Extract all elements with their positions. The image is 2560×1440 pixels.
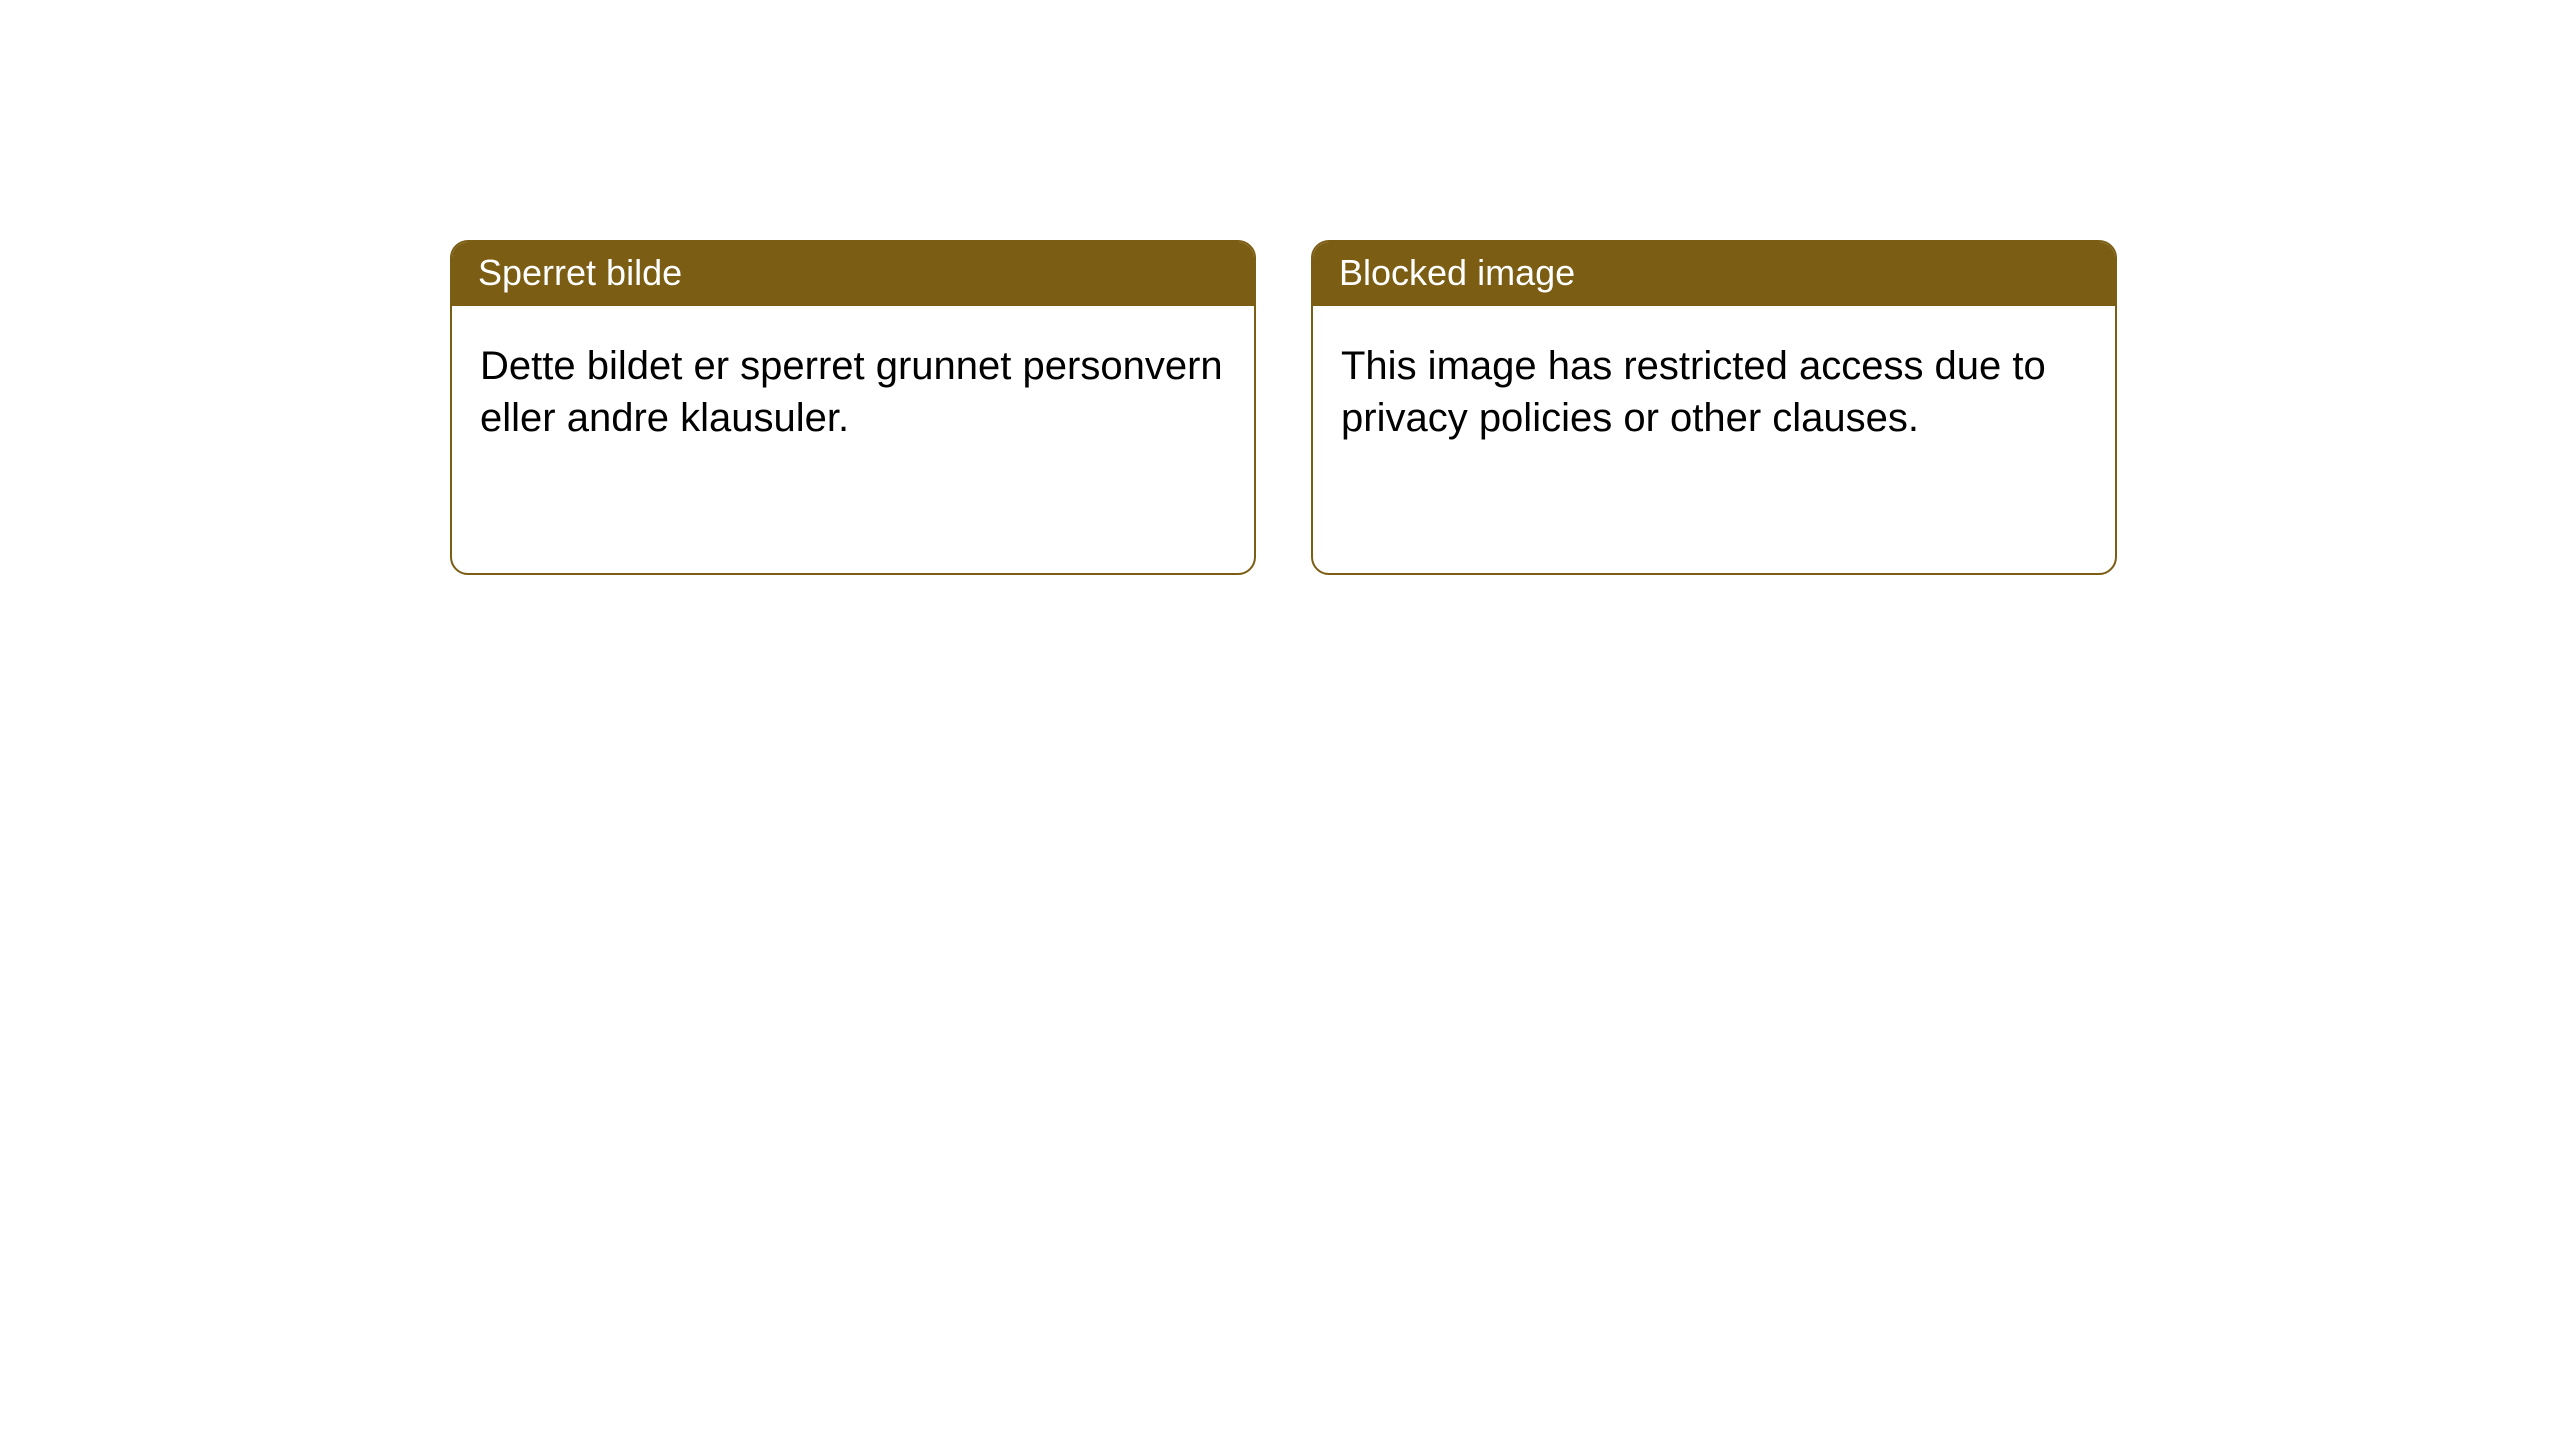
notice-card-english: Blocked image This image has restricted … — [1311, 240, 2117, 575]
notice-card-body: This image has restricted access due to … — [1313, 306, 2115, 470]
notice-container: Sperret bilde Dette bildet er sperret gr… — [450, 240, 2117, 575]
notice-card-norwegian: Sperret bilde Dette bildet er sperret gr… — [450, 240, 1256, 575]
notice-card-body: Dette bildet er sperret grunnet personve… — [452, 306, 1254, 470]
notice-card-title: Sperret bilde — [452, 242, 1254, 306]
notice-card-title: Blocked image — [1313, 242, 2115, 306]
